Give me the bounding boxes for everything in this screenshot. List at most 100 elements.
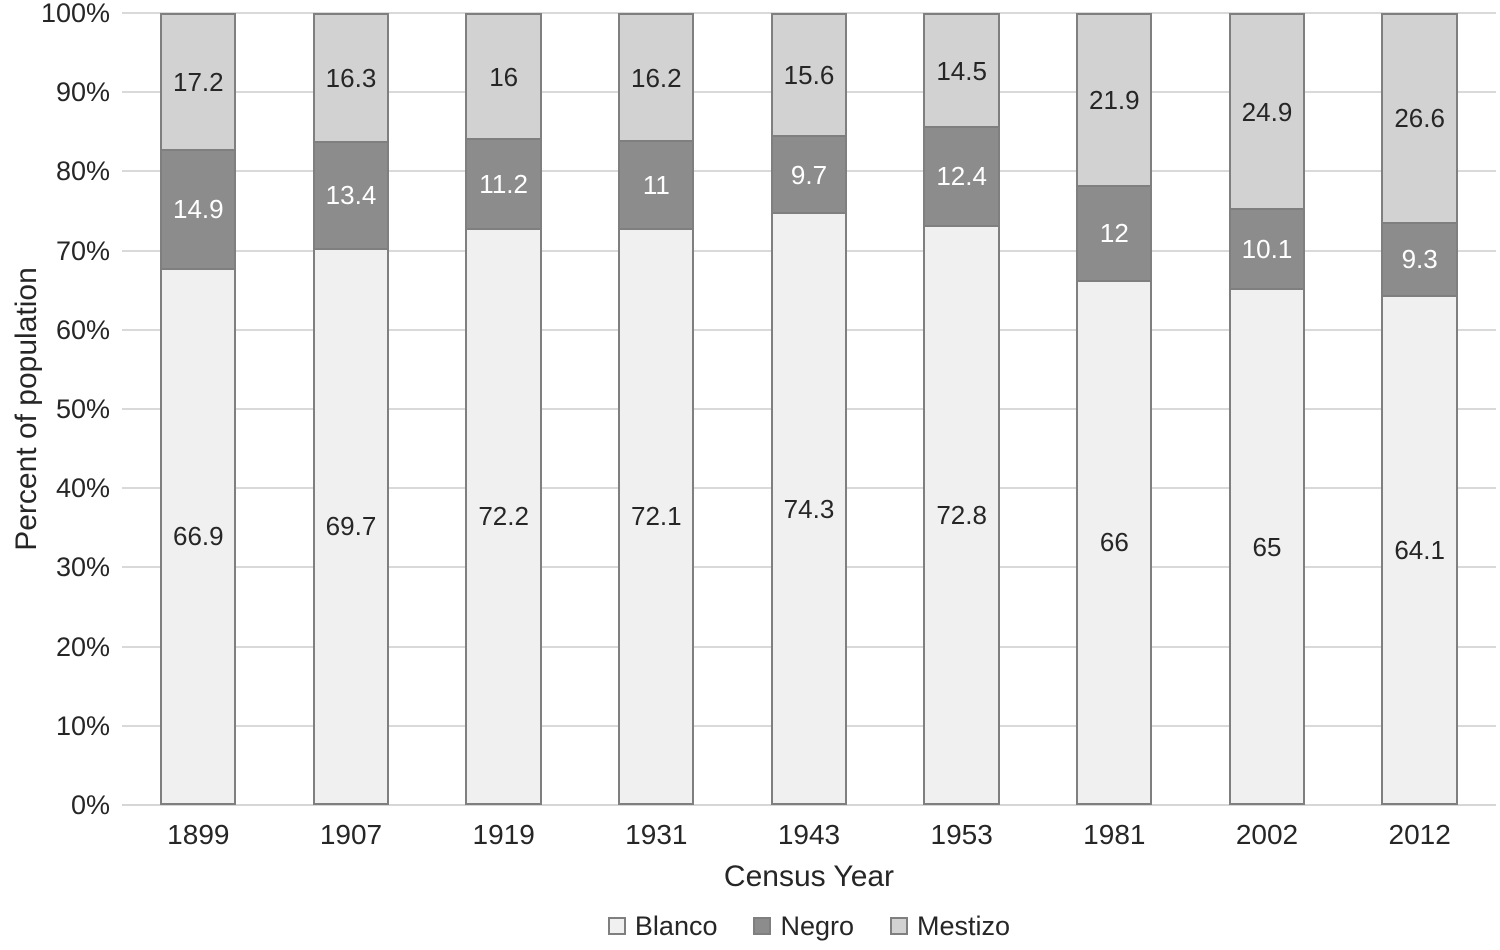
data-label: 15.6 — [783, 60, 835, 91]
legend-label: Blanco — [634, 911, 718, 941]
data-label: 13.4 — [325, 180, 377, 211]
data-label: 24.9 — [1241, 96, 1293, 127]
bar-segment-negro-2002: 10.1 — [1228, 210, 1306, 291]
legend-item-negro: Negro — [753, 912, 854, 940]
data-label: 14.5 — [936, 55, 987, 86]
y-tick-label: 90% — [55, 77, 110, 108]
data-label: 66 — [1099, 527, 1129, 558]
legend-swatch-negro — [753, 917, 772, 935]
legend-label: Negro — [780, 911, 855, 941]
data-label: 11.2 — [479, 169, 528, 200]
x-tick-label: 1953 — [930, 819, 993, 850]
x-tick-label: 1907 — [319, 819, 383, 850]
bar-segment-negro-1981: 12 — [1076, 186, 1153, 282]
bar-segment-blanco-1907: 69.7 — [312, 249, 390, 805]
bar-segment-blanco-1931: 72.1 — [618, 229, 695, 805]
bar-segment-mestizo-1907: 16.3 — [312, 13, 390, 143]
x-tick-label: 1981 — [1083, 819, 1146, 850]
bar-segment-blanco-1953: 72.8 — [923, 226, 1000, 805]
bar-segment-blanco-2002: 65 — [1228, 290, 1306, 805]
stacked-bar-1899: 17.2 14.9 66.9 — [160, 13, 237, 805]
bar-column-2012: 26.6 9.3 64.1 — [1343, 13, 1496, 805]
data-label: 16.3 — [325, 62, 377, 93]
bar-segment-blanco-1981: 66 — [1076, 281, 1153, 805]
data-label: 72.2 — [478, 501, 529, 532]
data-label: 16.2 — [631, 62, 682, 93]
x-axis-line — [122, 804, 1496, 806]
stacked-bar-1931: 16.2 11 72.1 — [618, 13, 695, 805]
bar-segment-negro-1919: 11.2 — [465, 140, 542, 230]
stacked-bar-1953: 14.5 12.4 72.8 — [923, 13, 1000, 805]
stacked-bar-1919: 16 11.2 72.2 — [465, 13, 542, 805]
bar-segment-negro-1899: 14.9 — [160, 150, 237, 270]
data-label: 9.3 — [1401, 244, 1438, 275]
bar-segment-blanco-1919: 72.2 — [465, 229, 542, 805]
data-label: 10.1 — [1241, 234, 1293, 265]
bar-segment-mestizo-1981: 21.9 — [1076, 13, 1153, 187]
x-axis-title: Census Year — [723, 860, 895, 893]
bar-segment-mestizo-1943: 15.6 — [770, 13, 848, 138]
bar-segment-negro-1931: 11 — [618, 142, 695, 230]
data-label: 64.1 — [1394, 535, 1445, 566]
data-label: 74.3 — [783, 493, 835, 524]
bar-column-1899: 17.2 14.9 66.9 — [122, 13, 275, 805]
bar-segment-mestizo-1931: 16.2 — [618, 13, 695, 143]
bar-column-1981: 21.9 12 66 — [1038, 13, 1191, 805]
data-label: 66.9 — [173, 521, 224, 552]
bar-column-1943: 15.6 9.7 74.3 — [733, 13, 886, 805]
x-tick-label: 2002 — [1235, 819, 1299, 850]
bar-column-1919: 16 11.2 72.2 — [427, 13, 580, 805]
legend-swatch-blanco — [607, 917, 626, 935]
y-tick-label: 10% — [55, 710, 110, 741]
legend-swatch-mestizo — [890, 917, 909, 935]
stacked-bar-1943: 15.6 9.7 74.3 — [770, 13, 848, 805]
bar-segment-negro-1953: 12.4 — [923, 128, 1000, 227]
data-label: 11 — [642, 170, 670, 201]
y-tick-label: 70% — [55, 235, 110, 266]
y-tick-label: 100% — [40, 0, 110, 28]
bar-segment-mestizo-2002: 24.9 — [1228, 13, 1306, 211]
y-tick-label: 80% — [55, 156, 110, 187]
stacked-bar-2012: 26.6 9.3 64.1 — [1381, 13, 1458, 805]
y-tick-label: 30% — [55, 552, 110, 583]
stacked-bar-1981: 21.9 12 66 — [1076, 13, 1153, 805]
data-label: 21.9 — [1089, 84, 1140, 115]
data-label: 17.2 — [173, 66, 224, 97]
data-label: 72.8 — [936, 499, 987, 530]
data-label: 12.4 — [936, 161, 987, 192]
x-tick-label: 1931 — [625, 819, 688, 850]
data-label: 26.6 — [1394, 103, 1445, 134]
bar-segment-negro-1943: 9.7 — [770, 137, 848, 215]
y-tick-label: 50% — [55, 394, 110, 424]
bar-segment-negro-1907: 13.4 — [312, 142, 390, 250]
y-tick-label: 40% — [55, 473, 110, 504]
bar-segment-mestizo-1919: 16 — [465, 13, 542, 141]
legend-item-mestizo: Mestizo — [890, 912, 1010, 940]
data-label: 69.7 — [325, 511, 377, 542]
bar-column-2002: 24.9 10.1 65 — [1191, 13, 1344, 805]
data-label: 9.7 — [790, 159, 828, 190]
legend-label: Mestizo — [917, 911, 1011, 941]
data-label: 65 — [1252, 531, 1282, 562]
bar-segment-mestizo-1953: 14.5 — [923, 13, 1000, 129]
x-tick-label: 2012 — [1388, 819, 1451, 850]
x-tick-label: 1919 — [472, 819, 535, 850]
legend-item-blanco: Blanco — [607, 911, 718, 941]
data-label: 72.1 — [631, 501, 682, 532]
data-label: 16 — [489, 61, 519, 92]
bar-segment-blanco-1943: 74.3 — [770, 214, 848, 805]
x-tick-label: 1899 — [167, 819, 230, 850]
bar-segment-blanco-2012: 64.1 — [1381, 297, 1458, 805]
legend: Blanco Negro Mestizo — [122, 912, 1496, 940]
bar-segment-blanco-1899: 66.9 — [160, 269, 237, 805]
data-label: 14.9 — [173, 194, 224, 225]
y-tick-label: 0% — [70, 790, 110, 820]
bar-segment-mestizo-1899: 17.2 — [160, 13, 237, 151]
x-tick-label: 1943 — [777, 819, 841, 850]
data-label: 12 — [1099, 218, 1129, 249]
bar-segment-negro-2012: 9.3 — [1381, 223, 1458, 298]
bar-column-1907: 16.3 13.4 69.7 — [275, 13, 428, 805]
bar-column-1953: 14.5 12.4 72.8 — [885, 13, 1038, 805]
bar-segment-mestizo-2012: 26.6 — [1381, 13, 1458, 224]
